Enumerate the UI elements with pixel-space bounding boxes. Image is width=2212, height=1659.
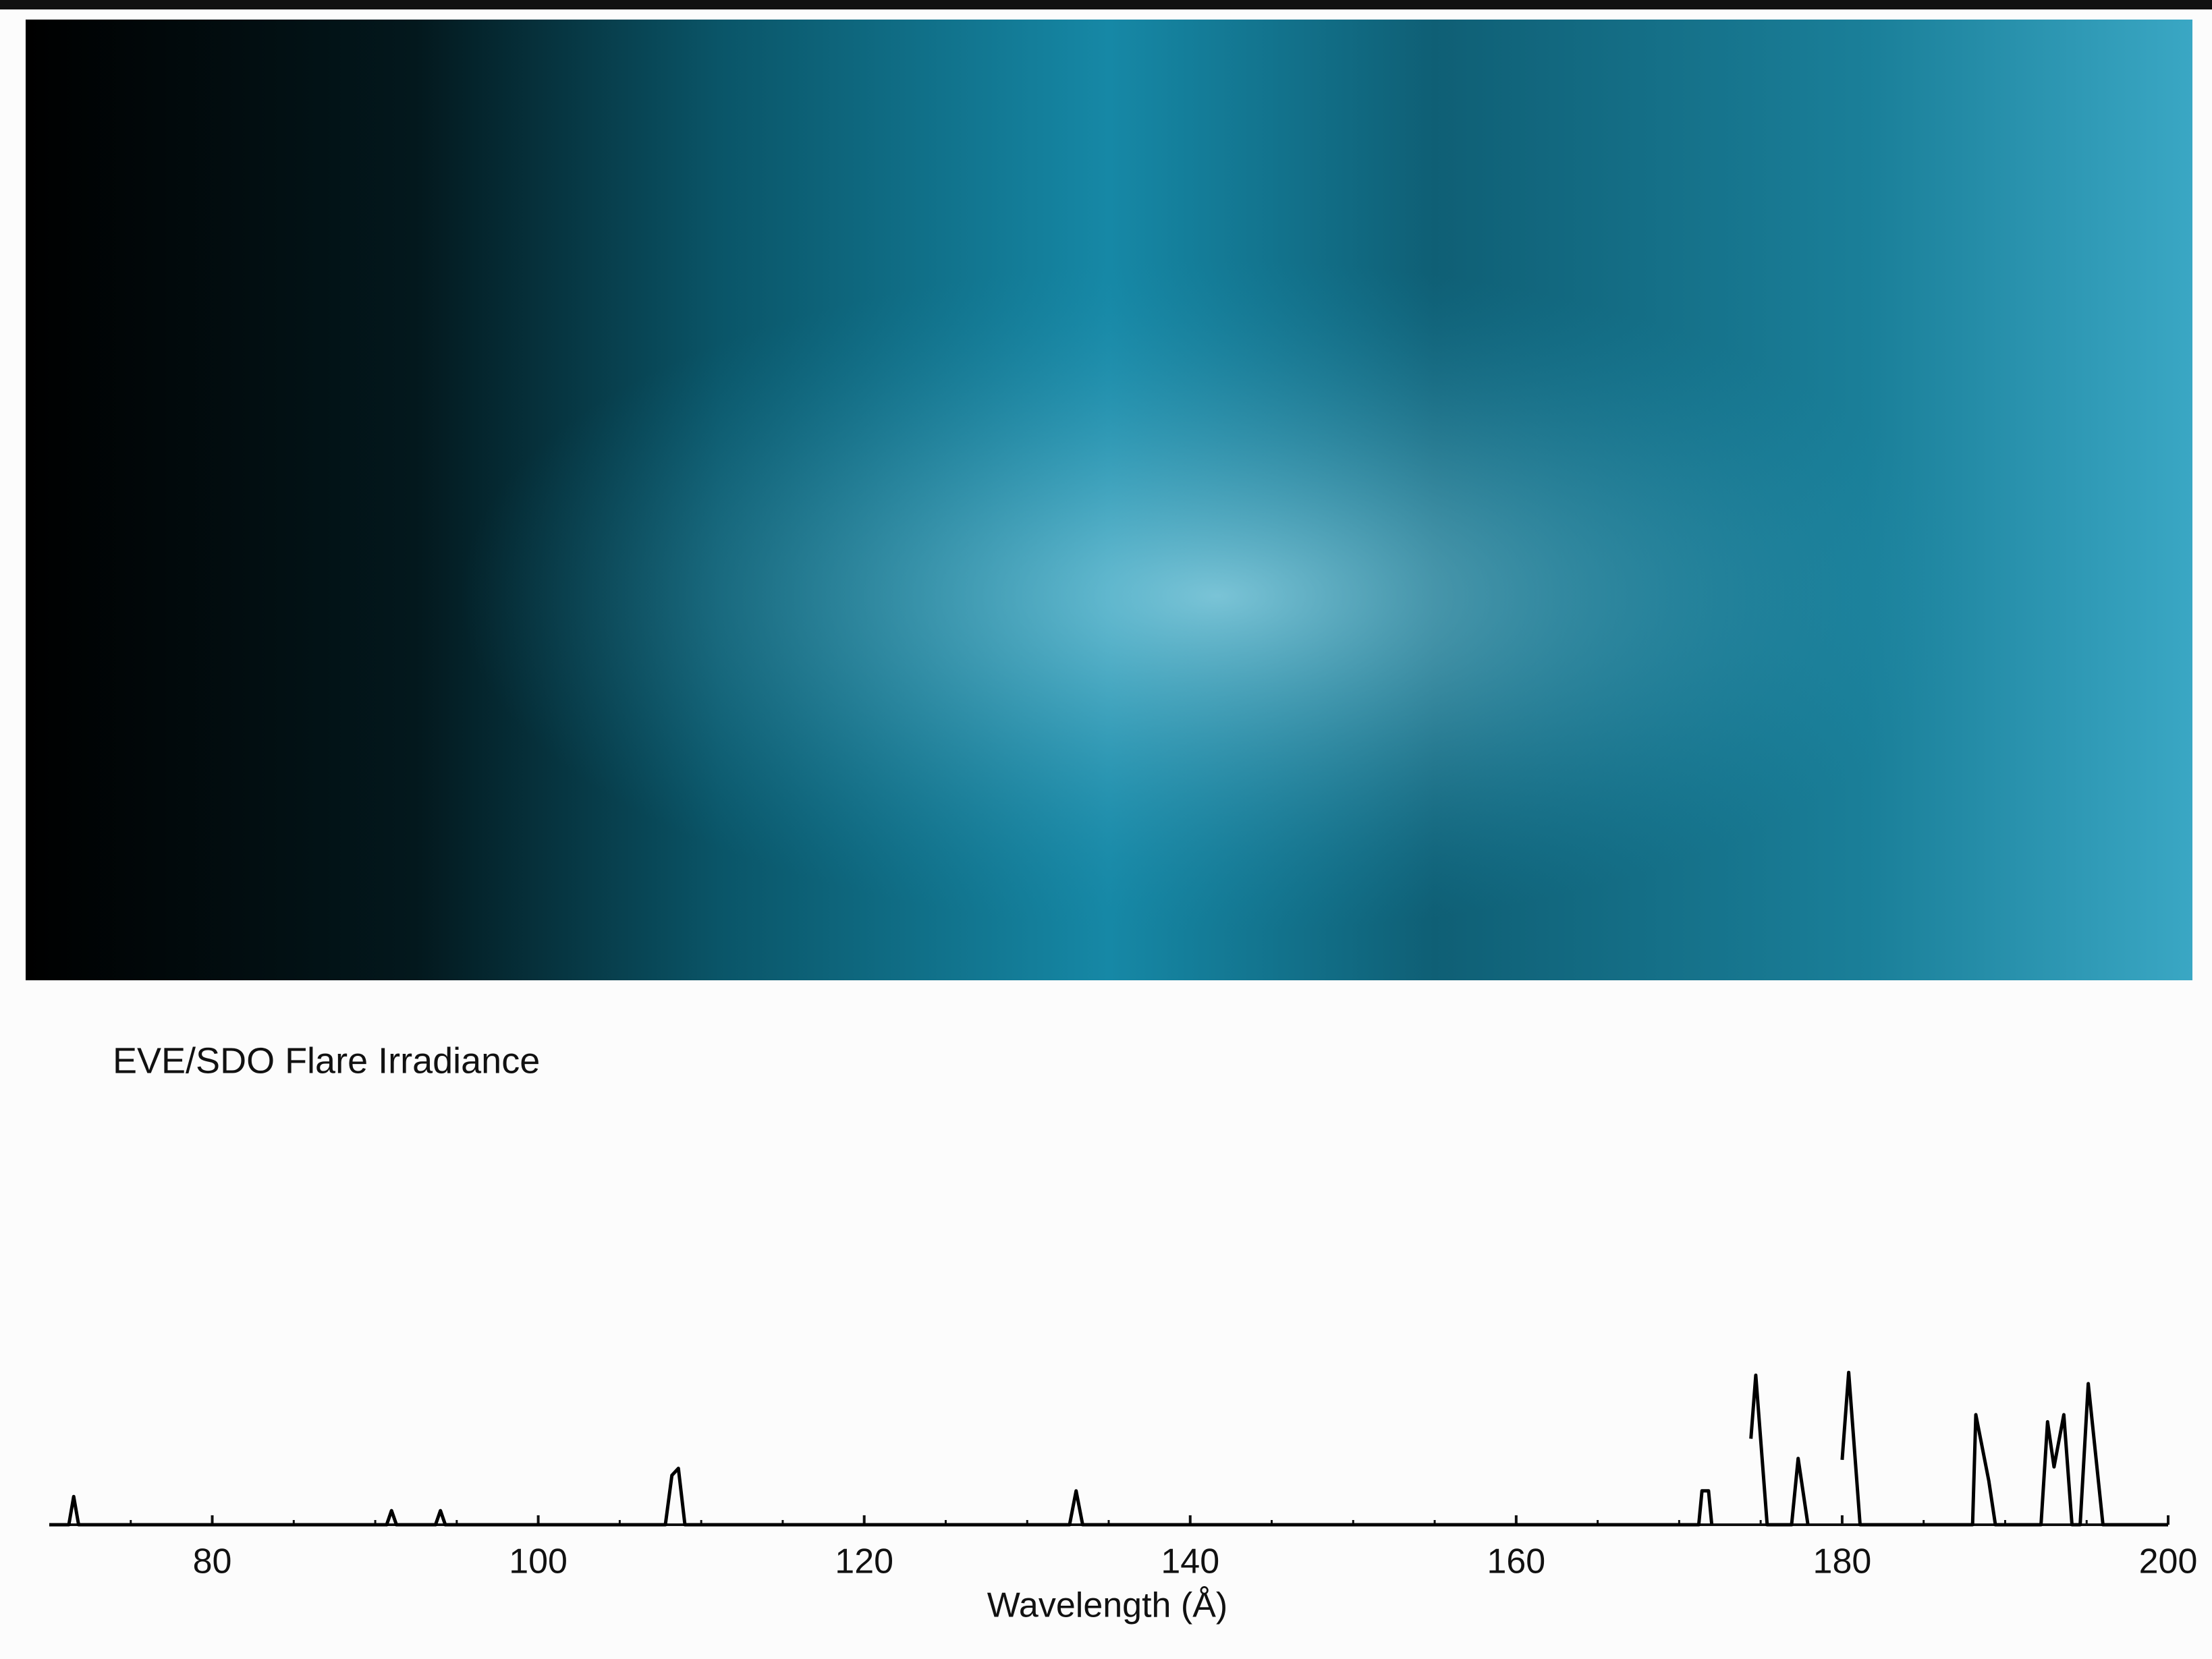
x-tick-label: 100 — [509, 1542, 568, 1581]
flare-glow — [26, 20, 2192, 980]
x-tick-label: 140 — [1161, 1542, 1219, 1581]
top-edge — [0, 0, 2212, 9]
x-tick-label: 180 — [1813, 1542, 1872, 1581]
chart-title: EVE/SDO Flare Irradiance — [113, 1040, 540, 1081]
x-tick-label: 120 — [835, 1542, 893, 1581]
frame: EVE/SDO Flare Irradiance Wavelength (Å) … — [0, 0, 2212, 1659]
x-tick-label: 160 — [1487, 1542, 1545, 1581]
page: EVE/SDO Flare Irradiance Wavelength (Å) … — [0, 0, 2212, 1659]
x-tick-label: 80 — [193, 1542, 232, 1581]
x-tick-label: 200 — [2139, 1542, 2198, 1581]
x-axis-label: Wavelength (Å) — [987, 1586, 1227, 1625]
